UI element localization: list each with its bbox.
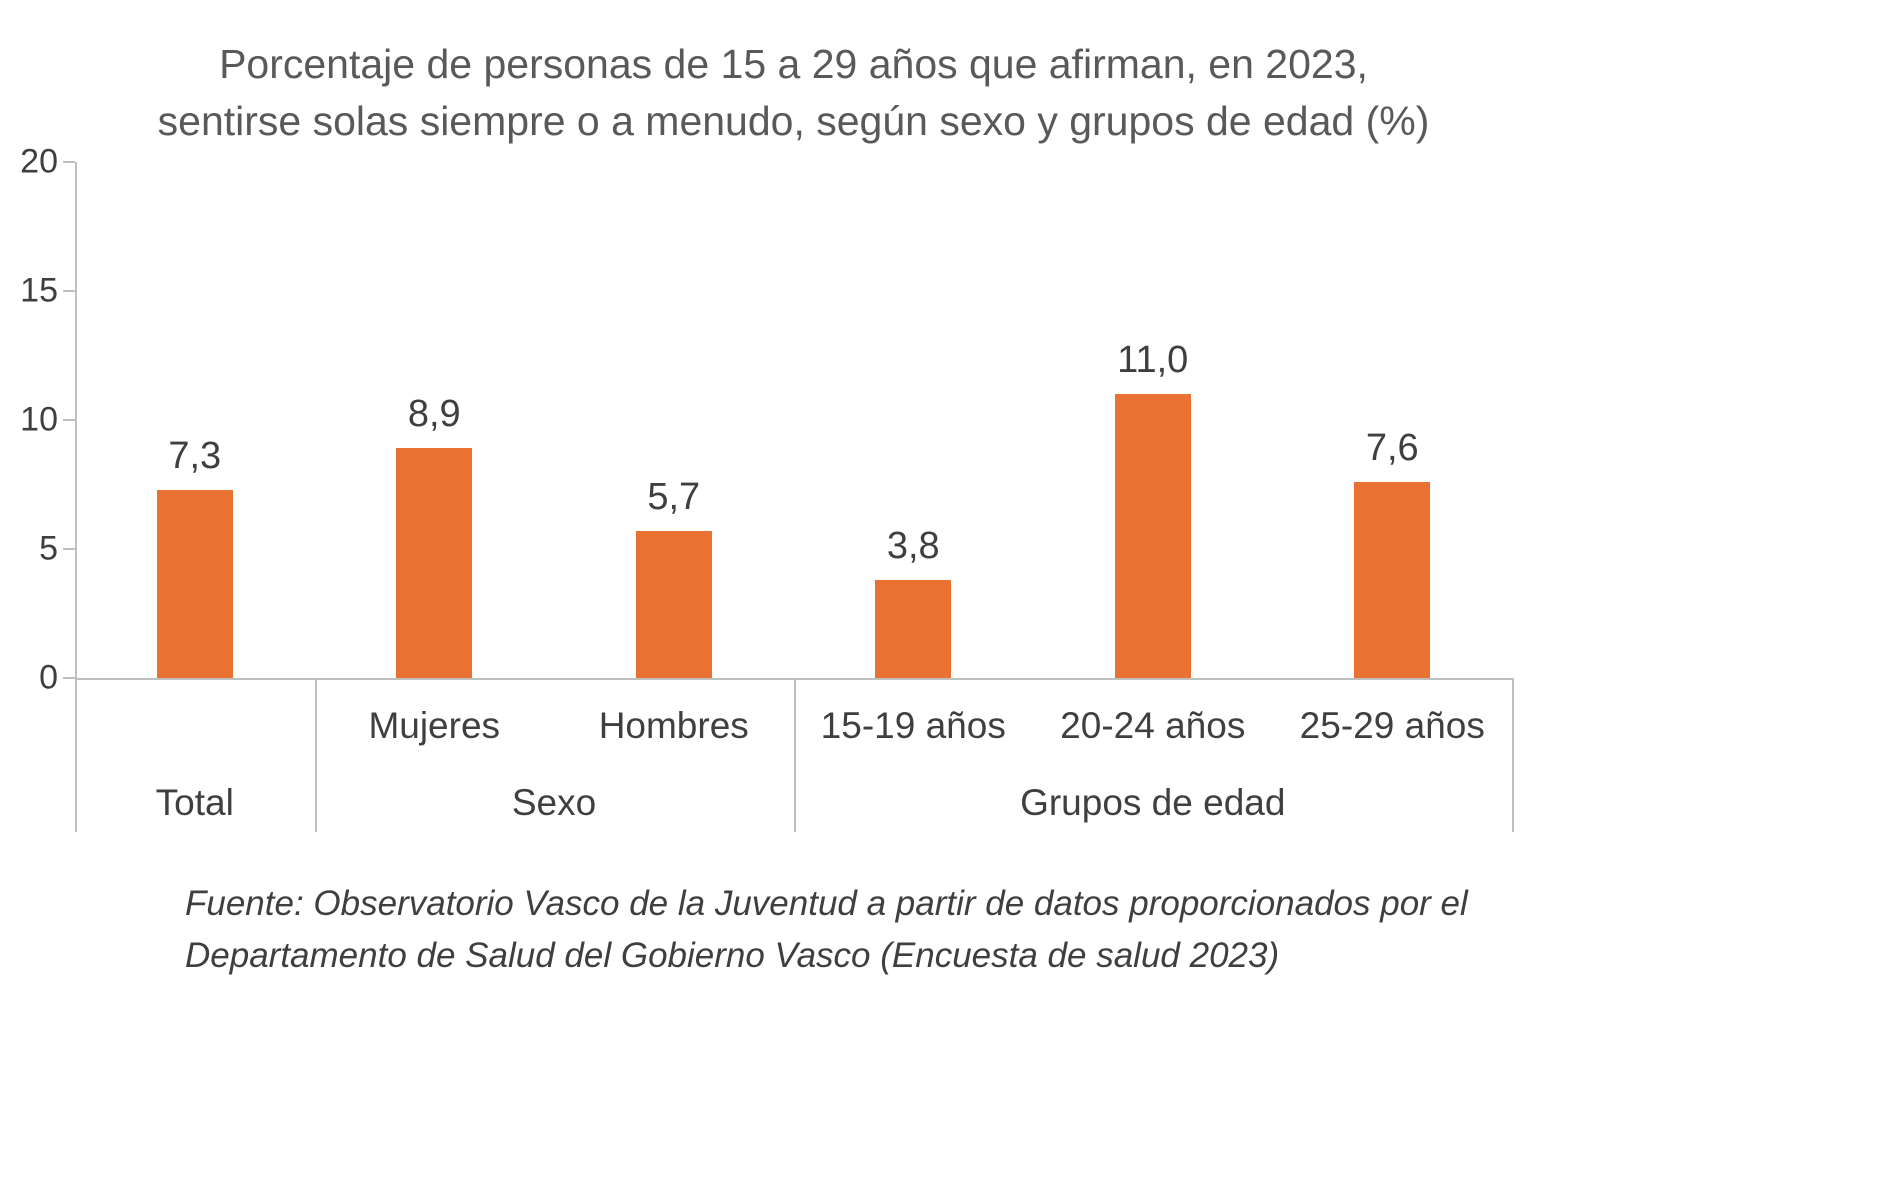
group-label-1: Total xyxy=(155,782,234,823)
chart-title: Porcentaje de personas de 15 a 29 años q… xyxy=(75,36,1512,150)
y-tick xyxy=(63,419,75,421)
source-note-line2: Departamento de Salud del Gobierno Vasco… xyxy=(185,936,1280,975)
plot-area: 7,3 8,9 5,7 3,8 11,0 7,6 xyxy=(75,162,1512,678)
source-note-line1: Fuente: Observatorio Vasco de la Juventu… xyxy=(185,884,1468,923)
group-label-3: Grupos de edad xyxy=(1020,782,1286,823)
category-label-3: Hombres xyxy=(598,705,749,746)
bar-value-label-6: 7,6 xyxy=(1365,426,1419,469)
category-label-5: 20-24 años xyxy=(1060,705,1246,746)
bar-6 xyxy=(1354,481,1431,678)
y-tick xyxy=(63,290,75,292)
chart-title-line1: Porcentaje de personas de 15 a 29 años q… xyxy=(219,41,1368,87)
bar-4 xyxy=(875,579,952,678)
source-note: Fuente: Observatorio Vasco de la Juventu… xyxy=(185,878,1785,982)
bar-2 xyxy=(396,448,473,678)
bar-value-label-4: 3,8 xyxy=(886,524,940,567)
category-label-area: Mujeres Hombres 15-19 años 20-24 años 25-29 … xyxy=(75,678,1514,832)
group-separator-2 xyxy=(793,678,796,832)
category-axis-groups: Total Sexo Grupos de edad xyxy=(75,774,1512,832)
bar-value-label-2: 8,9 xyxy=(407,393,461,436)
y-tick xyxy=(63,548,75,550)
bar-value-label-5: 11,0 xyxy=(1117,339,1189,382)
category-label-4: 15-19 años xyxy=(820,705,1006,746)
group-separator-3 xyxy=(1512,678,1514,832)
y-tick-label: 15 xyxy=(20,271,58,310)
category-label-1 xyxy=(75,678,315,774)
y-tick-label: 10 xyxy=(20,400,58,439)
y-tick-label: 20 xyxy=(20,142,58,181)
group-separator-1 xyxy=(314,678,317,832)
category-axis-items: Mujeres Hombres 15-19 años 20-24 años 25-29 … xyxy=(75,678,1512,774)
y-axis-line xyxy=(75,162,77,832)
bar-value-label-1: 7,3 xyxy=(168,434,222,477)
y-tick xyxy=(63,161,75,163)
bar-3 xyxy=(635,530,712,678)
y-tick-label: 0 xyxy=(39,658,58,697)
y-tick-label: 5 xyxy=(39,529,58,568)
bar-value-label-3: 5,7 xyxy=(647,475,701,518)
category-label-2: Mujeres xyxy=(368,705,501,746)
group-label-2: Sexo xyxy=(511,782,597,823)
bar-1 xyxy=(156,489,233,678)
y-tick xyxy=(63,677,75,679)
bar-5 xyxy=(1114,394,1191,678)
category-label-6: 25-29 años xyxy=(1299,705,1485,746)
chart-title-line2: sentirse solas siempre o a menudo, según… xyxy=(157,98,1430,144)
